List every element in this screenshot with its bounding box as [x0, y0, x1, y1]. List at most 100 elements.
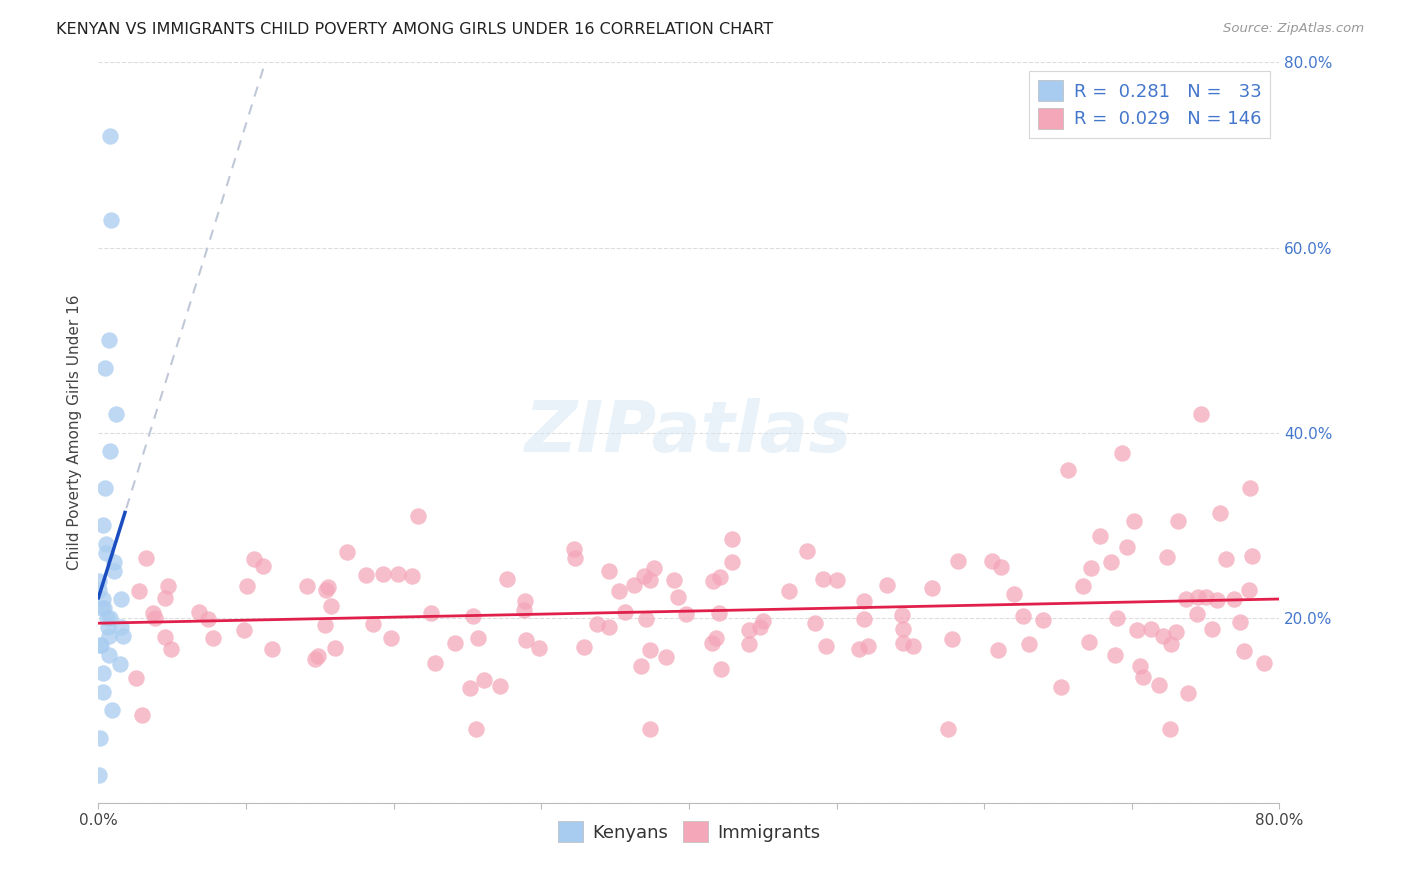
Point	[101, 703, 124, 717]
Point	[903, 639, 925, 653]
Point	[467, 631, 489, 645]
Point	[252, 559, 274, 574]
Point	[157, 579, 180, 593]
Point	[655, 650, 678, 665]
Point	[987, 643, 1010, 657]
Point	[401, 569, 423, 583]
Point	[585, 617, 607, 632]
Point	[243, 552, 266, 566]
Point	[853, 594, 876, 608]
Point	[464, 722, 486, 736]
Point	[1209, 507, 1232, 521]
Point	[1174, 592, 1197, 607]
Point	[1177, 686, 1199, 700]
Point	[749, 620, 772, 634]
Point	[598, 564, 620, 578]
Point	[98, 444, 121, 458]
Point	[1099, 555, 1122, 569]
Point	[1152, 629, 1174, 643]
Point	[640, 643, 662, 657]
Point	[444, 636, 467, 650]
Point	[564, 541, 586, 556]
Point	[1156, 549, 1178, 564]
Point	[527, 640, 550, 655]
Point	[664, 573, 686, 587]
Point	[98, 610, 121, 624]
Point	[1233, 644, 1256, 658]
Point	[323, 641, 346, 656]
Point	[1002, 587, 1025, 601]
Point	[1215, 552, 1237, 566]
Point	[852, 612, 875, 626]
Point	[104, 407, 127, 421]
Point	[307, 648, 329, 663]
Point	[1011, 608, 1033, 623]
Point	[1122, 514, 1144, 528]
Point	[921, 581, 943, 595]
Point	[387, 567, 409, 582]
Point	[778, 584, 800, 599]
Point	[630, 659, 652, 673]
Point	[1223, 591, 1246, 606]
Point	[893, 636, 915, 650]
Point	[858, 639, 880, 653]
Point	[1032, 613, 1054, 627]
Point	[623, 578, 645, 592]
Point	[361, 617, 384, 632]
Point	[496, 573, 519, 587]
Point	[111, 629, 134, 643]
Point	[94, 481, 117, 495]
Point	[91, 685, 114, 699]
Point	[638, 573, 661, 587]
Point	[489, 680, 512, 694]
Point	[515, 632, 537, 647]
Point	[607, 583, 630, 598]
Point	[142, 607, 165, 621]
Point	[135, 551, 157, 566]
Point	[990, 559, 1012, 574]
Point	[295, 579, 318, 593]
Point	[1126, 623, 1149, 637]
Point	[814, 640, 837, 654]
Legend: Kenyans, Immigrants: Kenyans, Immigrants	[551, 814, 827, 849]
Point	[941, 632, 963, 647]
Point	[1078, 635, 1101, 649]
Point	[90, 639, 112, 653]
Point	[315, 582, 337, 597]
Point	[1104, 648, 1126, 663]
Point	[702, 574, 724, 588]
Point	[96, 546, 118, 560]
Point	[513, 602, 536, 616]
Point	[97, 620, 120, 634]
Point	[91, 518, 114, 533]
Point	[709, 570, 731, 584]
Point	[197, 612, 219, 626]
Point	[314, 618, 336, 632]
Y-axis label: Child Poverty Among Girls Under 16: Child Poverty Among Girls Under 16	[67, 295, 83, 570]
Point	[598, 619, 620, 633]
Point	[811, 572, 834, 586]
Point	[1201, 622, 1223, 636]
Point	[1160, 637, 1182, 651]
Text: Source: ZipAtlas.com: Source: ZipAtlas.com	[1223, 22, 1364, 36]
Point	[371, 567, 394, 582]
Point	[1049, 680, 1071, 694]
Point	[98, 629, 121, 643]
Point	[737, 637, 759, 651]
Point	[406, 508, 429, 523]
Point	[110, 592, 132, 607]
Point	[187, 605, 209, 619]
Point	[1149, 678, 1171, 692]
Point	[110, 620, 132, 634]
Point	[153, 591, 176, 606]
Point	[160, 642, 183, 657]
Point	[262, 641, 284, 656]
Point	[1080, 561, 1102, 575]
Point	[463, 608, 485, 623]
Point	[98, 333, 121, 347]
Point	[1090, 529, 1112, 543]
Point	[1139, 622, 1161, 636]
Point	[458, 681, 481, 695]
Point	[201, 632, 224, 646]
Point	[643, 560, 665, 574]
